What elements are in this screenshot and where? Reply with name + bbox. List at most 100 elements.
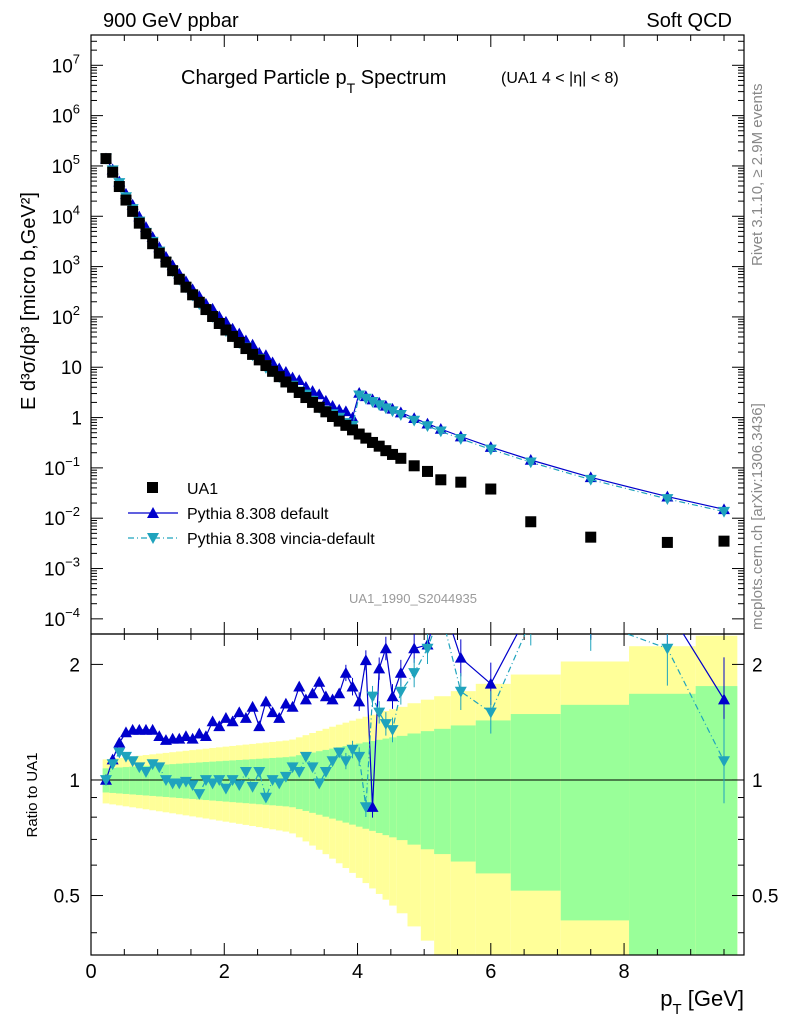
band-green-53 [695,686,738,955]
band-green-49 [475,720,511,874]
chart-title-sub: T [347,80,356,96]
ratio-tick-label-right: 0.5 [752,887,778,908]
band-green-4 [129,766,136,795]
ratio-marker-pythia-vincia [226,775,239,786]
marker-ua1 [200,304,212,316]
marker-pythia-vincia [394,410,407,421]
ratio-tick-label-right: 1 [752,771,763,792]
ratio-marker-pythia-vincia [286,762,299,774]
marker-ua1 [525,516,537,528]
y-tick-label: 10−1 [44,454,80,480]
marker-ua1 [213,317,225,329]
marker-ua1 [307,396,319,408]
legend: UA1 Pythia 8.308 default Pythia 8.308 vi… [128,481,375,548]
header-right-label: Soft QCD [646,10,732,32]
marker-ua1 [153,247,165,259]
ratio-marker-pythia-default [279,697,292,709]
band-green-8 [155,764,163,797]
ratio-marker-pythia-vincia [146,759,159,771]
marker-pythia-vincia [584,474,597,486]
ratio-marker-pythia-default [273,712,286,723]
band-green-28 [289,756,296,808]
marker-ua1 [333,415,345,427]
ratio-marker-pythia-default [454,651,467,663]
ratio-marker-pythia-default [286,700,299,712]
band-green-50 [510,714,561,891]
ratio-marker-pythia-vincia [253,767,266,778]
ratio-marker-pythia-vincia [199,775,212,786]
ratio-bands [102,635,738,955]
y-tick-label: 107 [52,51,80,77]
ratio-marker-pythia-vincia [454,686,467,698]
marker-ua1 [240,343,252,355]
ratio-marker-pythia-vincia [193,789,206,800]
ratio-marker-pythia-vincia [353,751,366,763]
ratio-marker-pythia-vincia [326,756,339,768]
marker-pythia-vincia [524,457,537,469]
band-green-44 [396,735,408,841]
ratio-marker-pythia-default [353,695,366,707]
ratio-marker-pythia-vincia [379,719,392,730]
ratio-marker-pythia-default [266,706,279,718]
marker-ua1 [421,465,433,477]
marker-ua1 [227,330,239,342]
legend-label-pythia-default: Pythia 8.308 default [187,506,329,523]
ratio-marker-pythia-default [219,712,232,723]
band-green-38 [355,743,363,827]
ratio-marker-pythia-vincia [266,775,279,786]
x-tick-label: 6 [485,961,496,983]
ratio-marker-pythia-vincia [239,767,252,778]
marker-pythia-vincia [454,434,467,445]
ratio-marker-pythia-vincia [273,778,286,790]
ratio-marker-pythia-vincia [306,762,319,774]
band-green-43 [389,737,397,838]
ratio-tick-label-right: 2 [752,655,763,676]
ratio-marker-pythia-default [206,715,219,727]
ratio-marker-pythia-vincia [346,744,359,756]
marker-pythia-vincia [484,444,497,456]
ratio-marker-pythia-default [585,602,597,613]
y-tick-label: 10−2 [44,504,80,530]
ratio-marker-pythia-vincia [373,707,386,719]
chart-title: Charged Particle pT Spectrum [181,67,446,96]
band-green-22 [249,759,256,804]
band-green-2 [115,767,123,794]
marker-ua1 [360,432,372,444]
ratio-marker-pythia-vincia [313,778,326,790]
marker-pythia-vincia [353,390,366,402]
band-green-7 [149,765,156,796]
marker-ua1 [160,256,172,268]
marker-ua1 [718,535,730,547]
ratio-marker-pythia-vincia [179,776,192,788]
ratio-marker-pythia-default [259,695,272,707]
ratio-marker-pythia-default [718,693,731,705]
ratio-marker-pythia-vincia [585,616,597,627]
ratio-marker-pythia-vincia [233,780,246,792]
marker-ua1 [373,440,385,452]
ratio-marker-pythia-default [386,690,399,702]
ratio-marker-pythia-default [153,730,166,742]
marker-ua1 [220,324,232,336]
marker-pythia-vincia [421,421,434,433]
marker-pythia-vincia [379,403,392,415]
ratio-tick-label-left: 1 [69,771,80,792]
band-green-6 [142,765,150,796]
marker-ua1 [347,424,359,436]
marker-ua1 [395,452,407,464]
marker-ua1 [327,410,339,422]
line-pythia-default [105,158,725,510]
y-tick-label: 105 [52,152,80,178]
marker-ua1 [193,296,205,308]
ratio-marker-pythia-default [253,720,266,732]
ratio-marker-pythia-vincia [206,778,219,790]
band-green-42 [382,738,390,836]
ratio-marker-pythia-vincia [339,756,352,768]
marker-ua1 [300,392,312,404]
marker-ua1 [661,536,673,548]
x-tick-label: 2 [219,961,230,983]
ratio-marker-pythia-default [179,730,192,742]
ratio-marker-pythia-default [199,730,212,742]
band-green-18 [222,760,230,802]
x-tick-label: 8 [618,961,629,983]
